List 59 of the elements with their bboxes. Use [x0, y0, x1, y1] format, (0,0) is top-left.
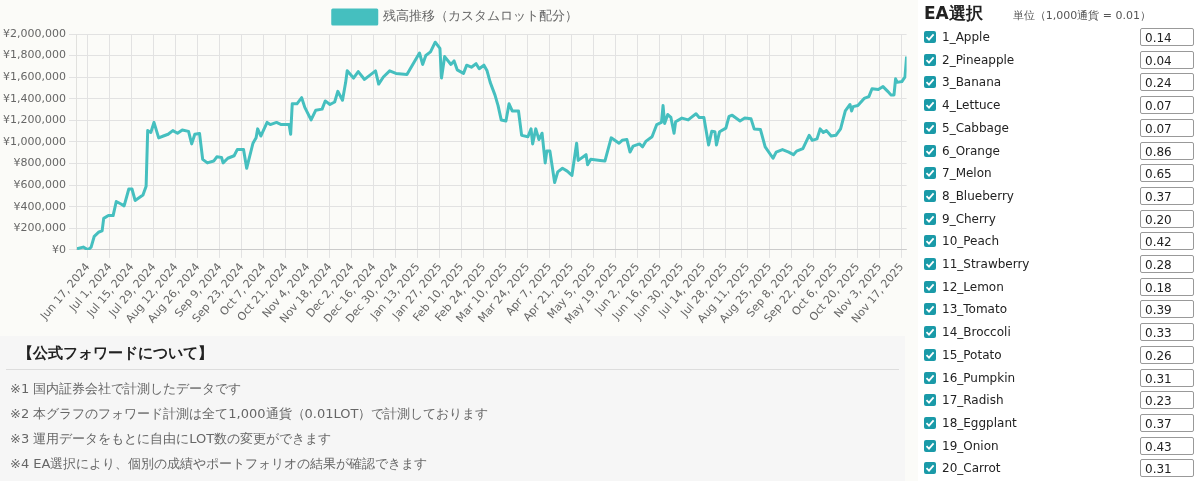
- text-field: 0.33: [1140, 323, 1194, 342]
- y-tick-label: ¥1,200,000: [3, 113, 66, 127]
- y-tick-label: ¥200,000: [13, 221, 66, 235]
- text: ※4 EA選択により、個別の成績やポートフォリオの結果が確認できます: [9, 455, 429, 473]
- text: 16_Pumpkin: [942, 370, 1017, 385]
- text: 7_Melon: [942, 166, 993, 181]
- text: 【公式フォワードについて】: [6, 336, 899, 370]
- text: 11_Strawberry: [942, 257, 1031, 271]
- text: 18_Eggplant: [942, 415, 1018, 430]
- text-field: 0.07: [1140, 96, 1194, 115]
- text: 17_Radish: [942, 393, 1005, 408]
- text: 2_Pineapple: [942, 52, 1016, 67]
- text: EA選択: [924, 2, 983, 25]
- text: ※1 国内証券会社で計測したデータです: [9, 380, 243, 398]
- text: 13_Tomato: [942, 302, 1008, 317]
- y-tick-label: ¥1,600,000: [3, 70, 66, 84]
- text-field: 0.04: [1140, 50, 1194, 69]
- text-field: 0.14: [1140, 28, 1194, 46]
- text: 4_Lettuce: [942, 98, 1002, 113]
- text-field: 0.26: [1140, 345, 1194, 364]
- text: ※3 運用データをもとに自由にLOT数の変更ができます: [9, 430, 333, 448]
- text-field: 0.07: [1140, 118, 1194, 137]
- text-field: 0.43: [1140, 436, 1194, 455]
- text: 20_Carrot: [942, 461, 1002, 476]
- y-tick-label: ¥1,800,000: [3, 48, 66, 62]
- text: 15_Potato: [942, 347, 1003, 362]
- text-field: 0.42: [1140, 232, 1194, 251]
- text-field: 0.28: [1140, 255, 1194, 273]
- text-field: 0.37: [1140, 186, 1194, 205]
- text-field: 0.65: [1140, 164, 1194, 183]
- text: 12_Lemon: [942, 279, 1005, 294]
- text: ※2 本グラフのフォワード計測は全て1,000通貨（0.01LOT）で計測しております: [9, 405, 490, 423]
- text-field: 0.31: [1140, 368, 1194, 387]
- text: 1_Apple: [942, 30, 991, 44]
- text: 19_Onion: [942, 438, 1000, 453]
- text-field: 0.39: [1140, 300, 1194, 319]
- text-field: 0.86: [1140, 141, 1194, 160]
- text-field: 0.24: [1140, 73, 1194, 92]
- text: 5_Cabbage: [942, 120, 1010, 135]
- y-tick-label: ¥0: [51, 242, 66, 256]
- text-field: 0.31: [1140, 459, 1194, 478]
- y-tick-label: ¥1,000,000: [3, 134, 66, 148]
- y-tick-label: ¥400,000: [13, 199, 66, 213]
- text: 単位（1,000通貨 = 0.01）: [1012, 8, 1151, 23]
- y-tick-label: ¥600,000: [13, 177, 66, 191]
- text: 8_Blueberry: [942, 188, 1015, 203]
- text-field: 0.20: [1140, 209, 1194, 228]
- y-tick-label: ¥800,000: [13, 156, 66, 170]
- text: 9_Cherry: [942, 211, 997, 226]
- text: 10_Peach: [942, 234, 1001, 249]
- text-field: 0.18: [1140, 277, 1194, 296]
- text: 3_Banana: [942, 75, 1003, 90]
- text: 6_Orange: [942, 143, 1001, 158]
- text-field: 0.23: [1140, 391, 1194, 410]
- text: 14_Broccoli: [942, 325, 1012, 340]
- legend-label: 残高推移（カスタムロット配分）: [383, 8, 579, 24]
- y-tick-label: ¥1,400,000: [3, 91, 66, 105]
- y-tick-label: ¥2,000,000: [3, 26, 66, 40]
- text-field: 0.37: [1140, 413, 1194, 432]
